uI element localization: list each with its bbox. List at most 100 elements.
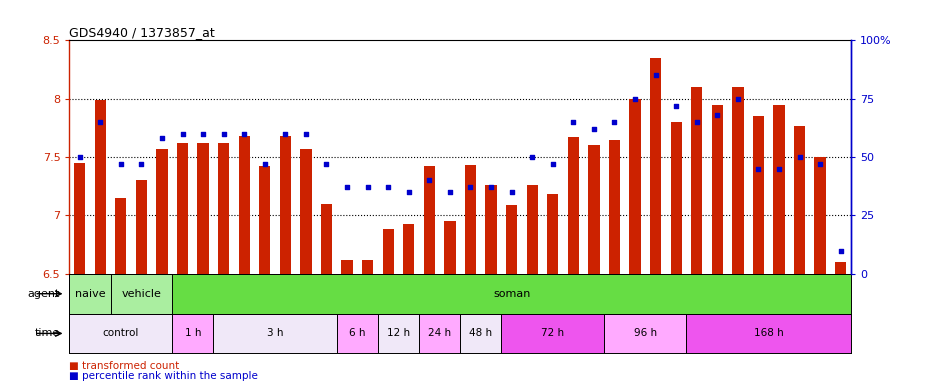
Point — [92, 119, 107, 125]
Point — [196, 131, 211, 137]
Bar — [609, 139, 620, 274]
Text: time: time — [35, 328, 60, 338]
Text: soman: soman — [493, 289, 530, 299]
Bar — [461, 314, 501, 353]
Bar — [419, 314, 461, 353]
Point — [175, 131, 190, 137]
Point — [669, 103, 684, 109]
Text: 168 h: 168 h — [754, 328, 783, 338]
Text: 96 h: 96 h — [634, 328, 657, 338]
Point — [134, 161, 149, 167]
Bar — [259, 166, 270, 274]
Point — [771, 166, 786, 172]
Bar — [486, 185, 497, 274]
Bar — [362, 260, 374, 274]
Bar — [691, 87, 702, 274]
Point — [319, 161, 334, 167]
Point — [792, 154, 807, 160]
Point — [422, 177, 437, 184]
Bar — [733, 87, 744, 274]
Bar — [218, 143, 229, 274]
Bar — [671, 122, 682, 274]
Point — [648, 72, 663, 78]
Point — [566, 119, 581, 125]
Point — [381, 184, 396, 190]
Text: 24 h: 24 h — [428, 328, 451, 338]
Bar — [403, 223, 414, 274]
Point — [442, 189, 457, 195]
Point — [299, 131, 314, 137]
Text: 48 h: 48 h — [469, 328, 492, 338]
Bar — [424, 166, 435, 274]
Bar — [378, 314, 419, 353]
Text: ■ transformed count: ■ transformed count — [69, 361, 179, 371]
Bar — [110, 274, 172, 314]
Bar — [588, 146, 599, 274]
Bar — [321, 204, 332, 274]
Point — [484, 184, 499, 190]
Bar — [136, 180, 147, 274]
Text: ■ percentile rank within the sample: ■ percentile rank within the sample — [69, 371, 258, 381]
Point — [607, 119, 622, 125]
Bar — [115, 198, 127, 274]
Bar — [172, 274, 851, 314]
Point — [524, 154, 539, 160]
Text: 72 h: 72 h — [541, 328, 564, 338]
Bar — [465, 165, 476, 274]
Bar — [835, 262, 846, 274]
Point — [257, 161, 272, 167]
Point — [339, 184, 354, 190]
Bar — [301, 149, 312, 274]
Bar — [501, 314, 604, 353]
Bar — [177, 143, 188, 274]
Point — [833, 247, 848, 253]
Bar — [383, 230, 394, 274]
Bar — [214, 314, 337, 353]
Text: naive: naive — [75, 289, 105, 299]
Bar — [686, 314, 851, 353]
Point — [546, 161, 561, 167]
Bar — [547, 194, 559, 274]
Bar — [711, 104, 723, 274]
Bar — [753, 116, 764, 274]
Point — [813, 161, 828, 167]
Bar — [794, 126, 806, 274]
Point — [72, 154, 87, 160]
Point — [401, 189, 416, 195]
Point — [154, 135, 169, 141]
Point — [709, 112, 724, 118]
Point — [114, 161, 129, 167]
Bar — [815, 157, 826, 274]
Point — [216, 131, 231, 137]
Point — [751, 166, 766, 172]
Point — [463, 184, 478, 190]
Point — [237, 131, 252, 137]
Bar — [156, 149, 167, 274]
Bar — [444, 221, 455, 274]
Bar — [172, 314, 214, 353]
Text: 12 h: 12 h — [387, 328, 410, 338]
Bar — [568, 137, 579, 274]
Bar — [74, 163, 85, 274]
Point — [360, 184, 375, 190]
Point — [586, 126, 601, 132]
Text: 1 h: 1 h — [185, 328, 201, 338]
Text: 6 h: 6 h — [349, 328, 365, 338]
Bar — [506, 205, 517, 274]
Point — [731, 96, 746, 102]
Bar — [650, 58, 661, 274]
Text: control: control — [103, 328, 139, 338]
Bar — [526, 185, 537, 274]
Point — [628, 96, 643, 102]
Bar — [773, 104, 784, 274]
Point — [278, 131, 292, 137]
Bar — [197, 143, 209, 274]
Bar — [69, 274, 110, 314]
Point — [689, 119, 704, 125]
Point — [504, 189, 519, 195]
Text: agent: agent — [28, 289, 60, 299]
Bar — [337, 314, 378, 353]
Bar — [69, 314, 172, 353]
Text: GDS4940 / 1373857_at: GDS4940 / 1373857_at — [69, 26, 216, 39]
Bar — [629, 99, 641, 274]
